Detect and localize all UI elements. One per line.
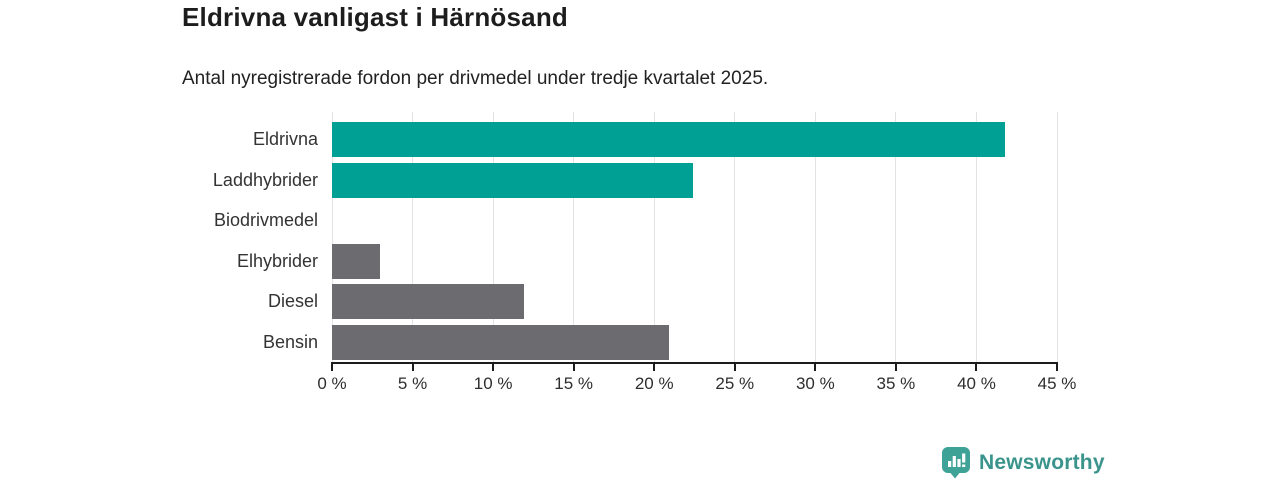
bar xyxy=(332,243,381,279)
gridline xyxy=(734,112,736,362)
bar xyxy=(332,122,1006,157)
bar-label: Laddhybrider xyxy=(212,169,318,190)
gridline xyxy=(492,112,494,362)
x-axis-line xyxy=(331,362,1058,364)
x-axis-tick-label: 25 % xyxy=(715,374,755,393)
x-axis-tick xyxy=(653,364,656,371)
x-axis-tick-label: 10 % xyxy=(473,374,513,393)
bar-label: Bensin xyxy=(262,332,318,352)
x-axis-tick-label: 45 % xyxy=(1037,374,1077,393)
x-axis-tick xyxy=(814,364,817,371)
gridline xyxy=(814,112,816,362)
x-axis-tick xyxy=(1056,364,1058,371)
x-axis-tick-label: 5 % xyxy=(397,374,428,393)
x-axis-tick-label: 0 % xyxy=(317,374,347,393)
bar xyxy=(332,162,693,198)
bar xyxy=(332,325,669,360)
page-title: Eldrivna vanligast i Härnösand xyxy=(182,2,568,32)
gridline xyxy=(331,112,333,362)
newsworthy-chart-bubble-icon xyxy=(941,446,971,479)
x-axis-tick xyxy=(733,364,736,371)
gridline xyxy=(573,112,575,362)
x-axis-tick xyxy=(975,364,978,371)
bar-label: Eldrivna xyxy=(252,129,318,149)
x-axis-tick xyxy=(331,364,333,371)
gridline xyxy=(412,112,414,362)
gridline xyxy=(895,112,897,362)
x-axis-tick-label: 30 % xyxy=(795,374,835,393)
x-axis-tick xyxy=(894,364,897,371)
bar xyxy=(332,284,524,320)
gridline xyxy=(653,112,655,362)
bar-label: Biodrivmedel xyxy=(213,210,318,231)
x-axis-tick xyxy=(492,364,495,371)
x-axis-tick-label: 40 % xyxy=(957,374,996,393)
x-axis-tick xyxy=(411,364,414,371)
chart-subtitle: Antal nyregistrerade fordon per drivmede… xyxy=(182,68,769,89)
x-axis-tick xyxy=(572,364,575,371)
x-axis-tick-label: 35 % xyxy=(876,374,916,393)
newsworthy-logo: Newsworthy xyxy=(941,446,1105,479)
x-axis-tick-label: 20 % xyxy=(634,374,674,393)
bar-label: Elhybrider xyxy=(236,250,318,271)
x-axis-tick-label: 15 % xyxy=(554,374,594,393)
newsworthy-wordmark: Newsworthy xyxy=(979,450,1105,474)
bar-label: Diesel xyxy=(267,291,318,312)
gridline xyxy=(1056,112,1058,362)
gridline xyxy=(975,112,977,362)
